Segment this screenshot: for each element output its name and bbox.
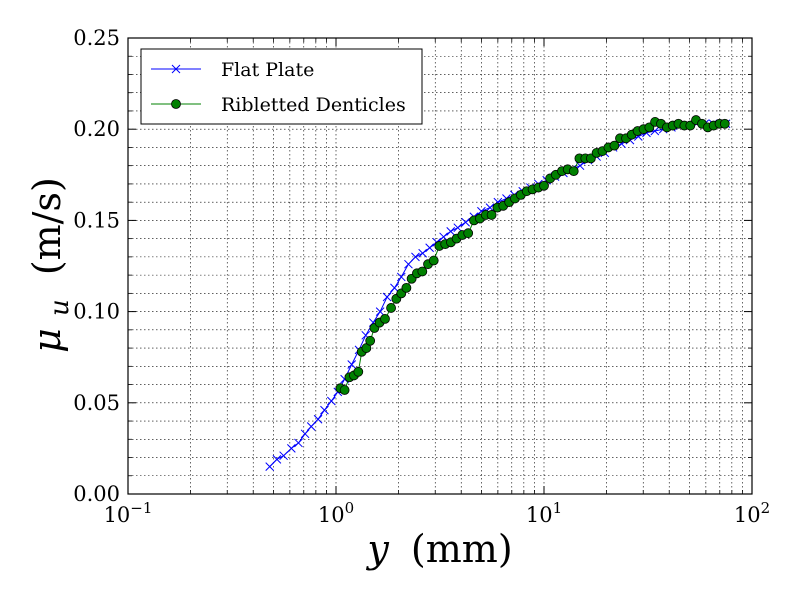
y-axis-title: μ u (m/s)	[25, 177, 77, 353]
data-point	[461, 217, 470, 227]
y-axis-subscript: u	[45, 299, 75, 316]
x-tick-base: 10	[526, 503, 553, 527]
data-point	[719, 118, 730, 129]
data-point	[486, 210, 497, 220]
legend-x-marker-icon	[171, 64, 181, 74]
data-point	[411, 252, 420, 262]
y-axis-unit: (m/s)	[25, 177, 69, 275]
x-tick-exponent: 0	[345, 499, 355, 517]
data-point	[386, 303, 396, 313]
legend-box	[140, 48, 423, 125]
x-axis-symbol: y	[365, 527, 389, 571]
data-point	[417, 266, 428, 277]
x-tick-base: 10	[734, 503, 761, 527]
plot-series	[265, 115, 731, 471]
y-tick-label: 0.15	[73, 208, 120, 232]
data-point	[396, 272, 406, 282]
data-point	[279, 451, 288, 461]
legend-entry-flat-plate: Flat Plate	[151, 59, 314, 81]
data-point	[286, 444, 296, 453]
y-tick-label: 0.00	[73, 482, 120, 506]
y-tick-label: 0.25	[73, 26, 120, 50]
x-tick-label: 100	[318, 499, 354, 527]
data-point	[272, 454, 282, 464]
x-axis-unit: (mm)	[411, 527, 513, 571]
data-point	[327, 396, 336, 406]
data-point	[390, 283, 399, 293]
data-point	[539, 180, 549, 191]
data-point	[353, 366, 364, 377]
legend-entry-ribletted-denticles: Ribletted Denticles	[151, 94, 406, 116]
x-tick-exponent: 1	[553, 499, 563, 517]
data-point	[382, 292, 392, 302]
x-tick-label: 10−1	[104, 499, 153, 527]
data-point	[320, 405, 329, 415]
data-point	[306, 422, 316, 431]
series-1	[335, 115, 730, 395]
y-tick-label: 0.20	[73, 117, 120, 141]
legend-label-flat-plate: Flat Plate	[221, 59, 314, 81]
data-point	[339, 385, 350, 395]
x-tick-exponent: 2	[761, 499, 771, 517]
data-point	[463, 228, 474, 239]
data-point	[300, 429, 310, 439]
data-point	[365, 335, 376, 346]
x-tick-base: 10	[318, 503, 345, 527]
data-point	[265, 462, 275, 471]
data-point	[568, 166, 579, 177]
data-point	[380, 313, 390, 324]
legend-label-ribletted-denticles: Ribletted Denticles	[221, 94, 406, 116]
data-point	[609, 140, 620, 151]
y-tick-label: 0.10	[73, 300, 120, 324]
plot-frame	[127, 37, 753, 495]
axis-ticks	[127, 37, 753, 495]
data-point	[428, 255, 439, 266]
data-point	[347, 360, 357, 369]
data-point	[446, 226, 456, 236]
data-point	[418, 248, 428, 258]
y-tick-label: 0.05	[73, 391, 120, 415]
y-axis-symbol: μ	[25, 328, 69, 353]
series-line	[340, 119, 725, 391]
data-point	[313, 414, 323, 424]
data-point	[401, 282, 412, 293]
x-tick-base: 10	[104, 503, 131, 527]
x-tick-label: 102	[734, 499, 770, 527]
legend-circle-marker-icon	[171, 99, 181, 109]
x-axis-title: y (mm)	[365, 527, 512, 571]
data-point	[404, 259, 413, 269]
data-point	[294, 438, 303, 448]
x-tick-exponent: −1	[130, 499, 152, 517]
data-point	[453, 223, 463, 233]
data-point	[375, 307, 385, 316]
x-tick-label: 101	[526, 499, 562, 527]
legend: Flat Plate Ribletted Denticles	[140, 48, 423, 125]
data-point	[425, 243, 435, 253]
